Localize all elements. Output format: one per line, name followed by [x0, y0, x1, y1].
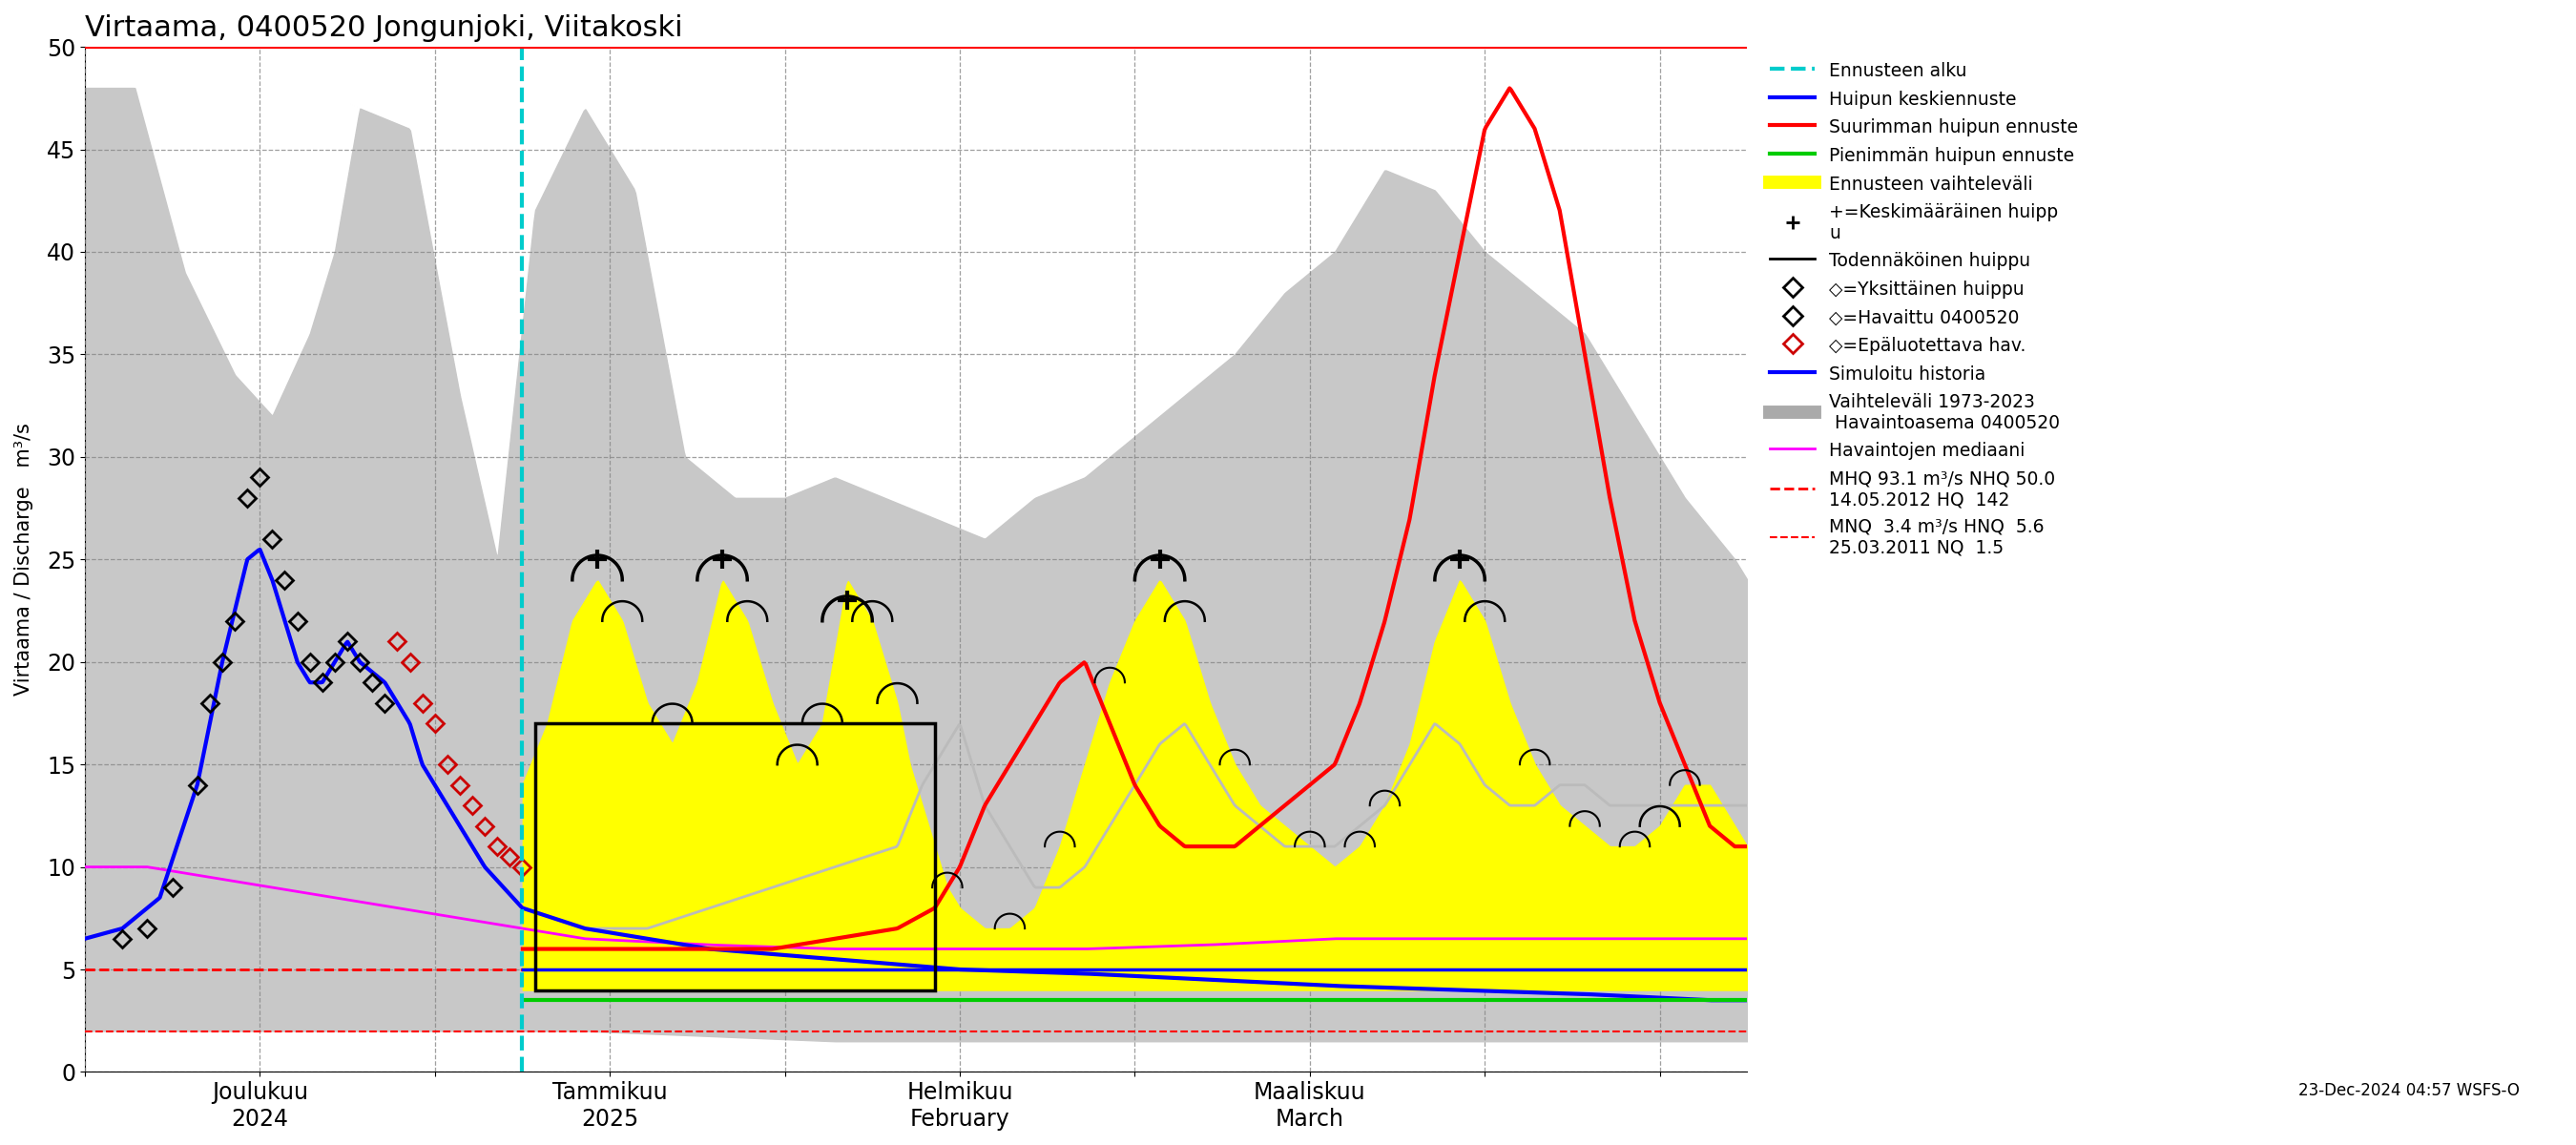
- Text: Virtaama, 0400520 Jongunjoki, Viitakoski: Virtaama, 0400520 Jongunjoki, Viitakoski: [85, 14, 683, 42]
- Text: 23-Dec-2024 04:57 WSFS-O: 23-Dec-2024 04:57 WSFS-O: [2298, 1082, 2519, 1099]
- Y-axis label: Virtaama / Discharge   m³/s: Virtaama / Discharge m³/s: [15, 423, 33, 696]
- Legend: Ennusteen alku, Huipun keskiennuste, Suurimman huipun ennuste, Pienimmän huipun : Ennusteen alku, Huipun keskiennuste, Suu…: [1765, 56, 2084, 562]
- Bar: [536, 724, 935, 990]
